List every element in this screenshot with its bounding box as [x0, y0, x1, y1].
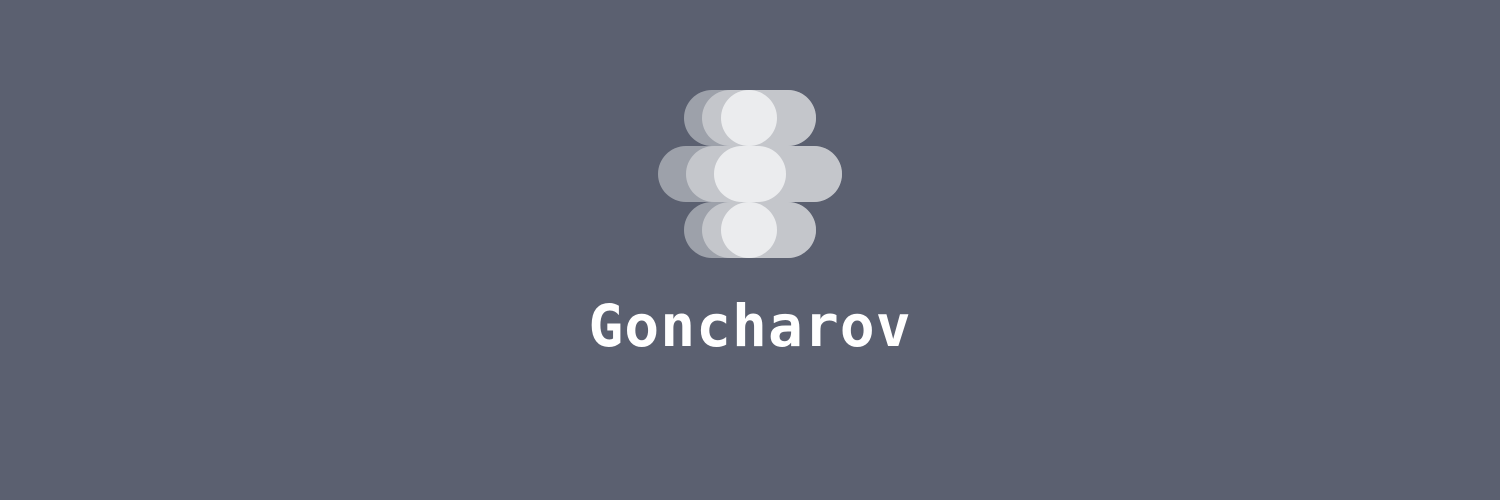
- stacked-discs-logo-icon: [658, 90, 842, 258]
- logo-row-bottom: [684, 202, 816, 258]
- brand-name: Goncharov: [588, 292, 912, 360]
- logo-row-middle: [658, 146, 842, 202]
- logo-row-top: [684, 90, 816, 146]
